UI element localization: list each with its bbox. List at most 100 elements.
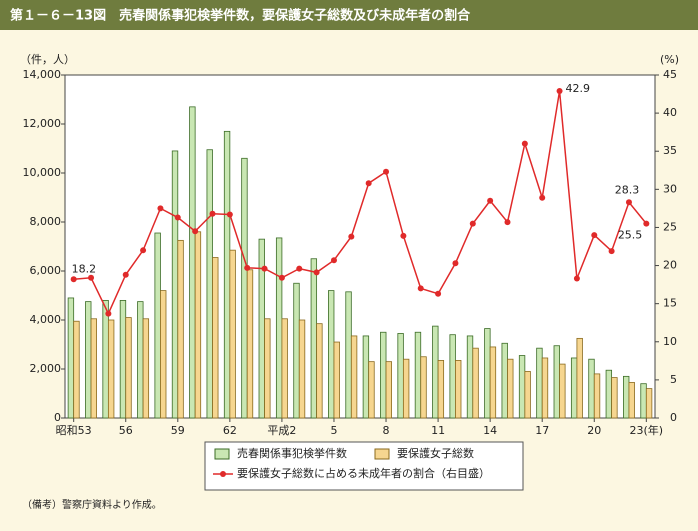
- bar: [293, 282, 300, 419]
- line-point: [88, 274, 95, 281]
- y2-tick-label: 40: [663, 106, 677, 119]
- bar: [194, 231, 202, 419]
- bar: [611, 377, 618, 419]
- bar: [137, 301, 144, 419]
- bar: [414, 331, 422, 419]
- bar: [466, 335, 474, 419]
- line-point: [539, 194, 546, 201]
- y2-tick-label: 25: [663, 220, 677, 233]
- bar: [171, 150, 179, 419]
- line-point: [261, 265, 268, 272]
- bar: [229, 249, 236, 419]
- line-point: [487, 197, 494, 204]
- line-point: [643, 220, 650, 227]
- bar: [264, 318, 271, 419]
- line-point: [140, 247, 147, 254]
- bar: [350, 335, 358, 419]
- x-tick-label: 23(年): [630, 423, 664, 437]
- y-axis-label: （件，人）: [20, 53, 75, 66]
- line-point: [70, 276, 77, 283]
- line-point: [348, 233, 355, 240]
- x-tick-label: 8: [383, 424, 390, 437]
- bar: [142, 318, 150, 419]
- data-label: 18.2: [72, 262, 97, 275]
- line-point: [174, 214, 181, 221]
- x-tick-label: 14: [483, 424, 497, 437]
- y2-tick-label: 30: [663, 182, 677, 195]
- line-point: [244, 264, 251, 271]
- line-point: [573, 275, 580, 282]
- bar: [368, 361, 375, 419]
- bar: [107, 319, 115, 419]
- bar: [605, 369, 613, 419]
- line-point: [591, 232, 598, 239]
- bar: [328, 290, 335, 419]
- line-point: [417, 285, 424, 292]
- y-tick-label: 10,000: [23, 166, 62, 179]
- bar: [640, 383, 647, 419]
- plot-area: [64, 74, 656, 419]
- bar: [73, 320, 80, 419]
- line-point: [313, 269, 320, 276]
- bar: [570, 357, 578, 419]
- bar: [119, 299, 127, 419]
- line-point: [365, 180, 372, 187]
- line-point: [157, 205, 164, 212]
- line-point: [209, 210, 216, 217]
- note: （備考）警察庁資料より作成。: [22, 498, 162, 511]
- bar: [593, 373, 601, 419]
- line-point: [625, 199, 632, 206]
- line-point: [330, 257, 337, 264]
- legend-swatch: [214, 448, 230, 460]
- y2-tick-label: 45: [663, 68, 677, 81]
- x-tick-label: 5: [330, 424, 337, 437]
- line-point: [556, 88, 563, 95]
- x-tick-label: 11: [431, 424, 445, 437]
- line-point: [296, 265, 303, 272]
- bar: [281, 318, 288, 419]
- y-tick-label: 12,000: [23, 117, 62, 130]
- bar: [541, 357, 549, 419]
- bar: [206, 149, 213, 419]
- y-tick-label: 14,000: [23, 68, 62, 81]
- line-point: [192, 228, 199, 235]
- bar: [316, 323, 323, 419]
- bar: [223, 130, 231, 419]
- bar: [484, 328, 491, 419]
- line-point: [122, 271, 129, 278]
- y-tick-label: 8,000: [30, 215, 62, 228]
- bar: [85, 301, 92, 419]
- bar: [189, 106, 196, 419]
- bar: [518, 355, 526, 419]
- y-tick-label: 0: [54, 411, 61, 424]
- bar: [102, 299, 109, 419]
- x-tick-label: 平成2: [267, 424, 296, 437]
- x-tick-label: 17: [535, 424, 549, 437]
- y-tick-label: 6,000: [30, 264, 62, 277]
- line-point: [400, 232, 407, 239]
- bar: [385, 361, 392, 419]
- bar: [298, 319, 306, 419]
- x-tick-label: 62: [223, 424, 237, 437]
- bar: [402, 358, 410, 419]
- chart-title: 第１－６－13図 売春関係事犯検挙件数，要保護女子総数及び未成年者の割合: [10, 8, 471, 24]
- y-tick-label: 4,000: [30, 313, 62, 326]
- bar: [90, 318, 97, 419]
- line-series: [73, 90, 647, 316]
- line-point: [105, 310, 112, 317]
- header-bar: [0, 0, 698, 30]
- y2-tick-label: 10: [663, 335, 677, 348]
- bar: [125, 317, 132, 419]
- data-label: 28.3: [615, 183, 640, 196]
- y2-tick-label: 15: [663, 297, 677, 310]
- bar: [160, 290, 167, 419]
- bar: [553, 345, 560, 419]
- bar: [177, 239, 184, 419]
- bar: [507, 358, 514, 419]
- bar: [275, 237, 283, 419]
- y2-tick-label: 20: [663, 259, 677, 272]
- bar: [536, 347, 543, 419]
- y2-tick-label: 35: [663, 144, 677, 157]
- bar: [420, 356, 427, 419]
